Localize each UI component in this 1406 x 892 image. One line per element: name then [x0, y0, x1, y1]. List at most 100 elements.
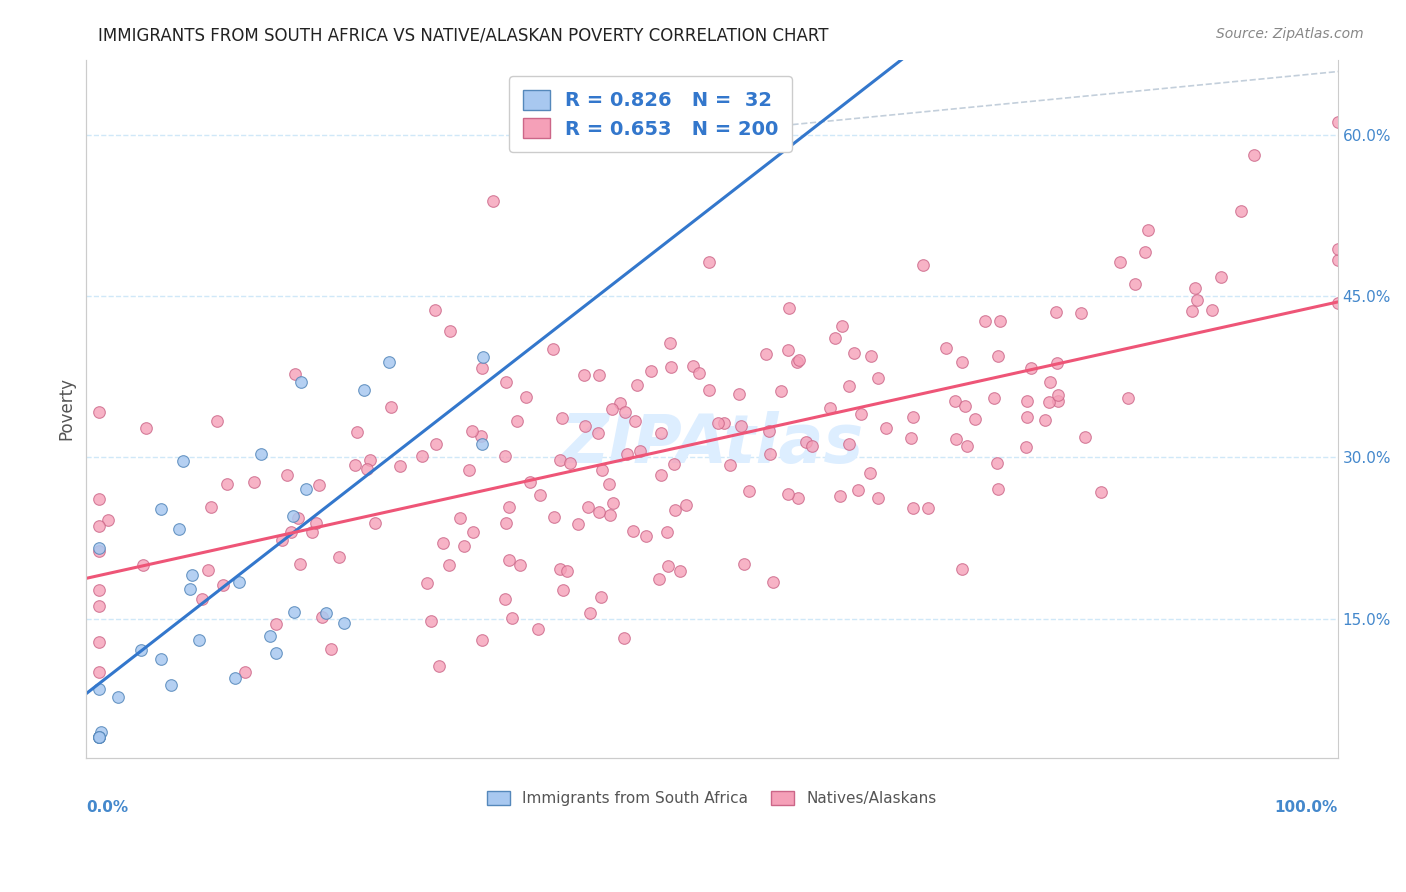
Point [657, 558, 679, 573]
Point [90, 724, 112, 739]
Point [429, 659, 451, 673]
Point [576, 500, 599, 514]
Point [987, 349, 1010, 363]
Point [191, 591, 214, 606]
Point [315, 607, 337, 621]
Point [903, 409, 925, 424]
Point [650, 425, 672, 440]
Point [609, 396, 631, 410]
Point [1045, 305, 1067, 319]
Point [541, 342, 564, 356]
Point [574, 419, 596, 434]
Point [718, 458, 741, 472]
Point [986, 457, 1008, 471]
Point [1326, 242, 1348, 256]
Point [838, 379, 860, 393]
Point [290, 376, 312, 390]
Point [733, 557, 755, 571]
Point [87, 599, 110, 613]
Point [1326, 296, 1348, 310]
Point [259, 629, 281, 643]
Point [707, 416, 730, 430]
Point [655, 524, 678, 539]
Point [87, 405, 110, 419]
Point [172, 454, 194, 468]
Point [1017, 410, 1039, 425]
Point [160, 678, 183, 692]
Point [567, 516, 589, 531]
Point [1070, 306, 1092, 320]
Point [1123, 277, 1146, 291]
Point [543, 509, 565, 524]
Point [1180, 304, 1202, 318]
Point [588, 505, 610, 519]
Point [353, 384, 375, 398]
Point [97, 513, 120, 527]
Point [515, 390, 537, 404]
Point [498, 552, 520, 566]
Point [87, 583, 110, 598]
Point [659, 359, 682, 374]
Point [1039, 375, 1062, 389]
Point [849, 407, 872, 421]
Point [912, 259, 935, 273]
Point [1243, 148, 1265, 162]
Point [738, 484, 761, 499]
Point [87, 541, 110, 555]
Point [471, 350, 494, 364]
Point [527, 622, 550, 636]
Point [87, 681, 110, 696]
Point [217, 477, 239, 491]
Point [801, 439, 824, 453]
Point [868, 491, 890, 505]
Point [205, 413, 228, 427]
Point [529, 488, 551, 502]
Point [425, 437, 447, 451]
Point [950, 562, 973, 576]
Point [132, 558, 155, 572]
Point [270, 533, 292, 547]
Point [423, 302, 446, 317]
Point [640, 364, 662, 378]
Point [614, 405, 637, 419]
Point [935, 341, 957, 355]
Point [509, 558, 531, 573]
Point [555, 564, 578, 578]
Point [197, 563, 219, 577]
Point [482, 194, 505, 208]
Point [824, 330, 846, 344]
Point [243, 475, 266, 490]
Point [288, 557, 311, 571]
Point [346, 425, 368, 440]
Point [167, 522, 190, 536]
Point [87, 665, 110, 680]
Point [364, 516, 387, 530]
Point [287, 511, 309, 525]
Point [284, 367, 307, 381]
Point [281, 508, 304, 523]
Text: 100.0%: 100.0% [1274, 800, 1337, 815]
Point [1015, 393, 1038, 408]
Point [419, 614, 441, 628]
Point [650, 468, 672, 483]
Point [179, 582, 201, 597]
Point [411, 450, 433, 464]
Point [87, 730, 110, 744]
Point [439, 324, 461, 338]
Point [389, 458, 412, 473]
Point [107, 690, 129, 704]
Point [990, 314, 1012, 328]
Text: 0.0%: 0.0% [86, 800, 128, 815]
Point [224, 671, 246, 685]
Y-axis label: Poverty: Poverty [58, 377, 75, 441]
Point [786, 355, 808, 369]
Point [1209, 270, 1232, 285]
Point [945, 393, 967, 408]
Point [786, 491, 808, 505]
Point [283, 605, 305, 619]
Point [294, 482, 316, 496]
Point [87, 730, 110, 744]
Point [794, 435, 817, 450]
Point [728, 387, 751, 401]
Point [846, 483, 869, 497]
